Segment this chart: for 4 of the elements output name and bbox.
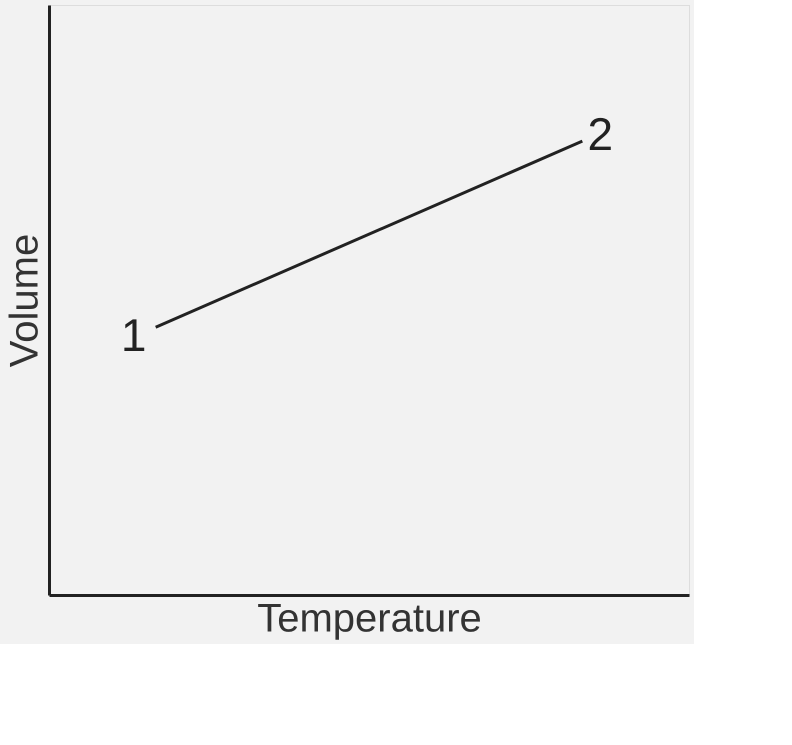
- y-axis-title: Volume: [2, 234, 46, 368]
- annotation: 1: [120, 309, 146, 362]
- x-axis-title: Temperature: [257, 596, 482, 640]
- annotation: 2: [588, 108, 614, 160]
